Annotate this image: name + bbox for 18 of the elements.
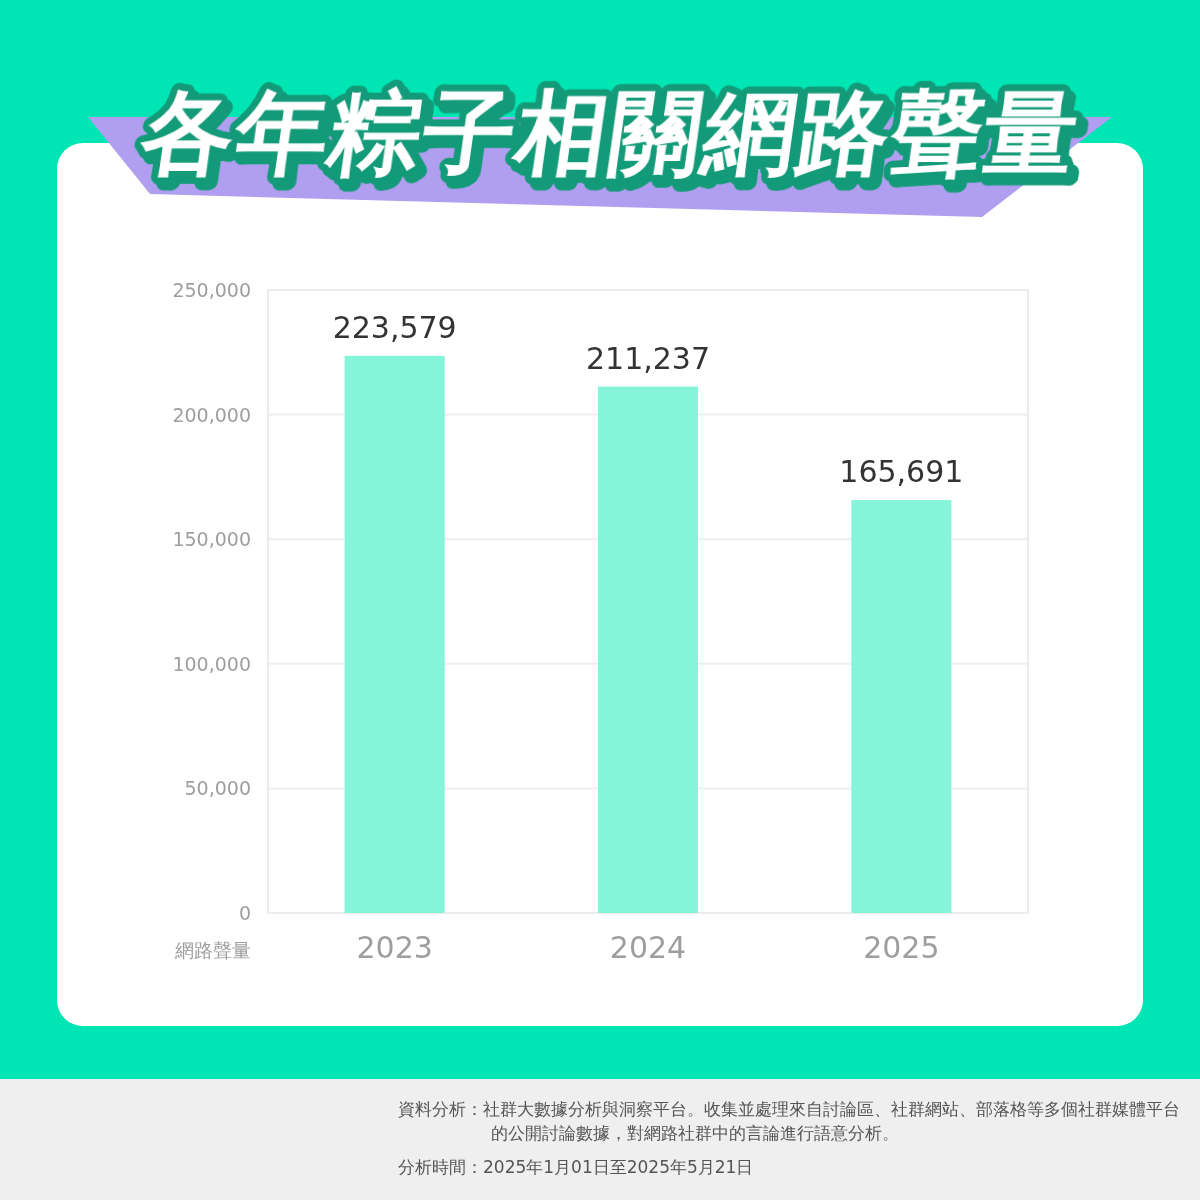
data-label: 223,579 (332, 309, 457, 345)
y-tick-label: 0 (238, 902, 251, 924)
y-tick-label: 100,000 (172, 652, 251, 675)
text: 分析時間：2025年1月01日至2025年5月21日 (398, 1156, 755, 1179)
data-label: 165,691 (839, 454, 964, 490)
data-label: 211,237 (585, 340, 711, 376)
y-tick-label: 150,000 (172, 528, 251, 551)
y-tick-label: 250,000 (172, 279, 251, 301)
bar (851, 500, 952, 913)
x-tick-label: 2024 (609, 930, 687, 965)
text: 資料分析：社群大數據分析與洞察平台。收集並處理來自討論區、社群網站、部落格等多個社群媒體平台的公開討論數據，對網路社群中的言論進行語意分析。 (398, 1098, 1181, 1145)
bar (344, 355, 445, 913)
bar (597, 386, 699, 913)
y-tick-label: 50,000 (184, 777, 251, 800)
x-tick-label: 2023 (356, 930, 433, 965)
y-axis-title: 網路聲量 (174, 939, 251, 961)
y-tick-label: 200,000 (172, 403, 251, 426)
x-tick-label: 2025 (863, 930, 940, 965)
